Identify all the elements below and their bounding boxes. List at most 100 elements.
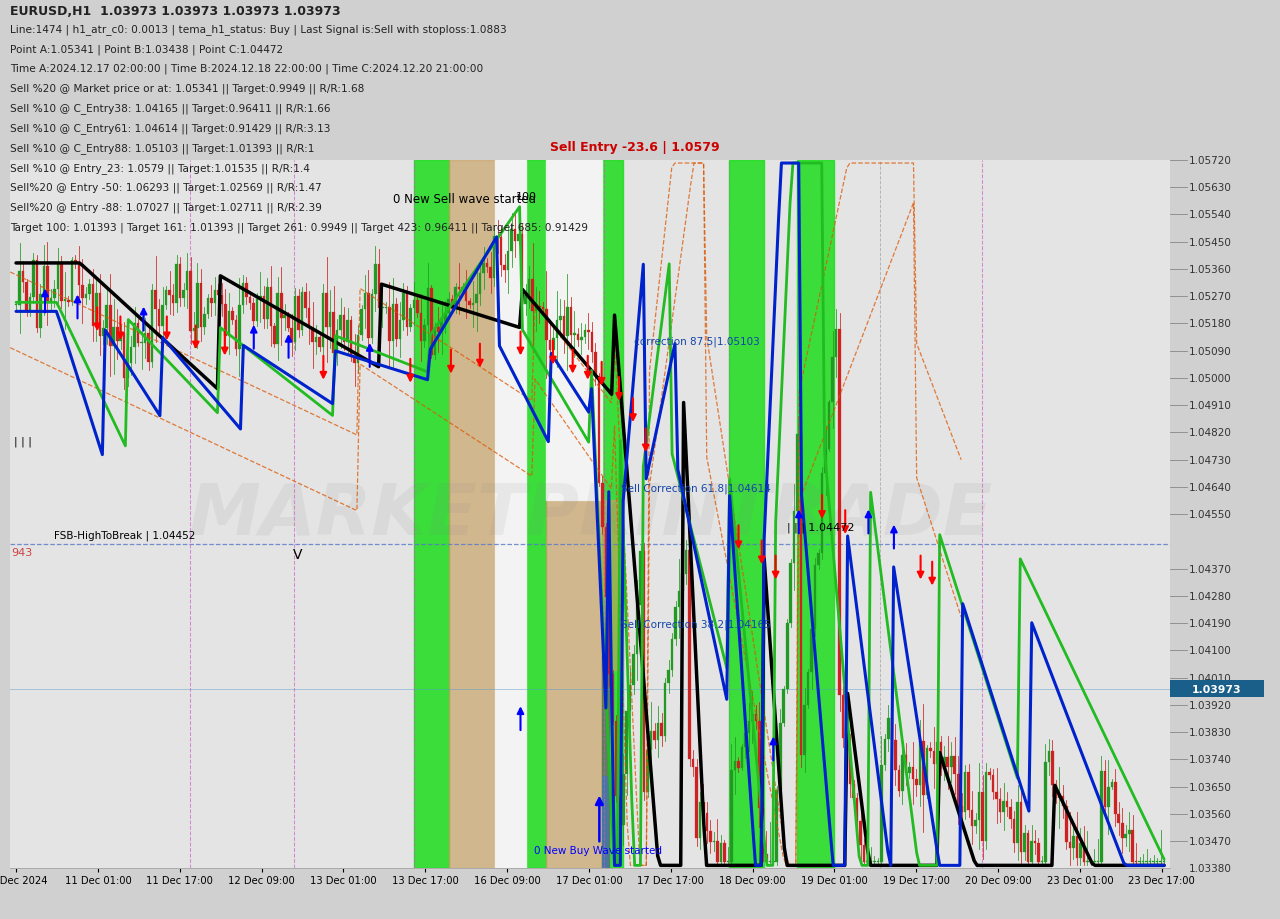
Bar [1048,752,1050,762]
Text: 1.05090: 1.05090 [1189,346,1231,357]
Bar [988,772,991,776]
Text: Line:1474 | h1_atr_c0: 0.0013 | tema_h1_status: Buy | Last Signal is:Sell with s: Line:1474 | h1_atr_c0: 0.0013 | tema_h1_… [10,24,507,35]
Bar [828,403,831,449]
Bar [838,329,841,695]
Bar [598,376,600,483]
Bar [650,731,653,750]
Bar [308,308,311,328]
Bar [102,329,105,337]
Text: Target 100: 1.01393 | Target 161: 1.01393 || Target 261: 0.9949 || Target 423: 0: Target 100: 1.01393 | Target 161: 1.0139… [10,222,589,233]
Bar [151,290,154,362]
Bar [297,297,300,331]
Bar [849,748,851,784]
Bar [919,741,922,786]
Text: V: V [293,548,302,562]
Bar [954,756,956,775]
Bar [814,566,817,630]
Bar [806,673,809,705]
Bar [206,299,209,315]
Bar [978,792,980,820]
Bar [1100,771,1102,862]
Bar [270,288,273,326]
Bar [168,291,170,296]
Bar [196,284,198,329]
Bar [483,264,485,274]
Bar [573,334,576,335]
Bar [440,323,443,333]
Bar [402,294,404,321]
Bar [434,327,436,356]
Bar [845,738,847,748]
Bar [1146,861,1148,862]
Bar [410,308,412,328]
Bar [699,802,701,838]
Bar [315,338,317,343]
Text: 1.04100: 1.04100 [1189,646,1231,656]
Bar [200,284,202,327]
Bar [1051,752,1053,785]
Bar [776,790,778,862]
Bar [943,757,946,769]
Text: correction 87.5|1.05103: correction 87.5|1.05103 [634,335,760,346]
Bar [901,755,904,791]
Bar [234,321,237,350]
Bar [691,759,694,767]
Text: 1.03973: 1.03973 [1192,684,1242,694]
Bar [186,271,188,291]
Text: 943: 943 [12,548,33,558]
Bar [497,236,499,238]
Bar [820,473,823,553]
Bar [357,336,360,364]
Bar [517,235,520,242]
Bar [378,265,380,309]
Bar [1089,861,1092,862]
Bar [737,761,740,768]
Text: 1.03470: 1.03470 [1189,836,1231,846]
Bar [280,293,283,319]
Bar [984,772,987,842]
Bar [804,705,806,755]
Bar [741,747,744,768]
Bar [329,312,332,327]
Bar [448,161,495,868]
Bar [915,779,918,786]
Bar [911,766,914,779]
Bar [602,656,608,868]
Bar [511,230,513,252]
Bar [18,271,20,306]
Bar [461,288,463,290]
Bar [499,238,502,267]
Bar [1055,785,1057,799]
Text: FSB-HighToBreak | 1.04452: FSB-HighToBreak | 1.04452 [54,530,196,540]
Bar [758,720,760,808]
Bar [972,810,974,826]
Bar [559,317,562,321]
Text: 1.03650: 1.03650 [1189,782,1231,792]
Bar [602,161,622,868]
Bar [99,294,101,337]
Bar [46,267,49,302]
Bar [1121,823,1124,837]
Text: 1.04190: 1.04190 [1189,618,1231,629]
Bar [877,861,879,862]
Text: 1.05540: 1.05540 [1189,210,1231,221]
Bar [81,286,83,298]
Bar [842,695,845,738]
Bar [430,289,433,356]
Bar [717,841,719,862]
Bar [695,767,698,838]
Bar [643,551,645,792]
Bar [426,289,429,325]
Bar [321,294,324,347]
Bar [26,283,28,312]
Text: 1.05630: 1.05630 [1189,183,1231,193]
Text: Sell Entry -23.6 | 1.0579: Sell Entry -23.6 | 1.0579 [550,141,721,153]
Bar [1020,802,1023,852]
Bar [748,721,750,733]
Bar [451,300,453,310]
Bar [891,719,893,740]
Bar [960,806,963,812]
Bar [968,772,970,810]
Bar [214,290,216,303]
Text: 1.04910: 1.04910 [1189,401,1231,411]
